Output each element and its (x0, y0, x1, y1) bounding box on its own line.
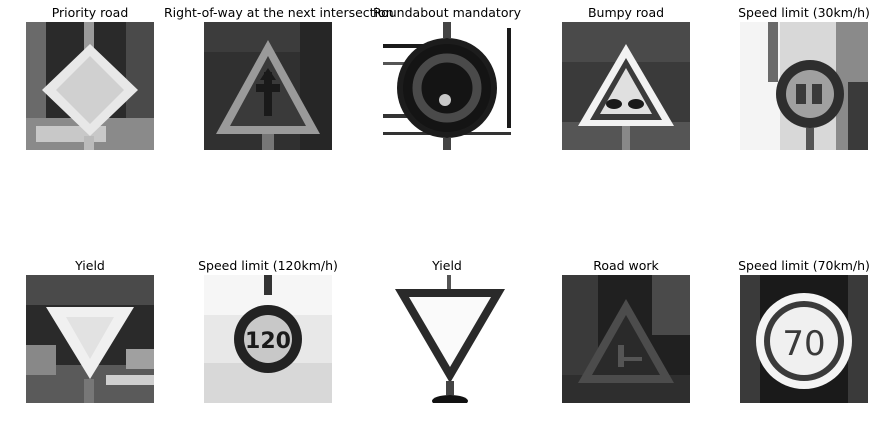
sample-title: Yield (432, 258, 462, 273)
svg-text:120: 120 (245, 329, 291, 354)
yield-sign-image (383, 275, 511, 403)
sample-title: Road work (593, 258, 659, 273)
sample-title: Speed limit (120km/h) (198, 258, 338, 273)
yield-sign-image (26, 275, 154, 403)
sample-title: Priority road (51, 5, 129, 20)
priority-road-sign-image (26, 22, 154, 150)
svg-text:70: 70 (782, 324, 825, 364)
sample-title: Yield (75, 258, 105, 273)
speed-limit-30-sign-image (740, 22, 868, 150)
speed-limit-120-sign-image: 120 (204, 275, 332, 403)
road-work-sign-image (562, 275, 690, 403)
sample-title: Speed limit (70km/h) (738, 258, 870, 273)
sample-title: Roundabout mandatory (372, 5, 522, 20)
sample-title: Bumpy road (587, 5, 665, 20)
bumpy-road-sign-image (562, 22, 690, 150)
sample-title: Speed limit (30km/h) (738, 5, 870, 20)
speed-limit-70-sign-image: 70 (740, 275, 868, 403)
sample-title: Right-of-way at the next intersection (164, 5, 394, 20)
roundabout-sign-image (383, 22, 511, 150)
right-of-way-sign-image (204, 22, 332, 150)
